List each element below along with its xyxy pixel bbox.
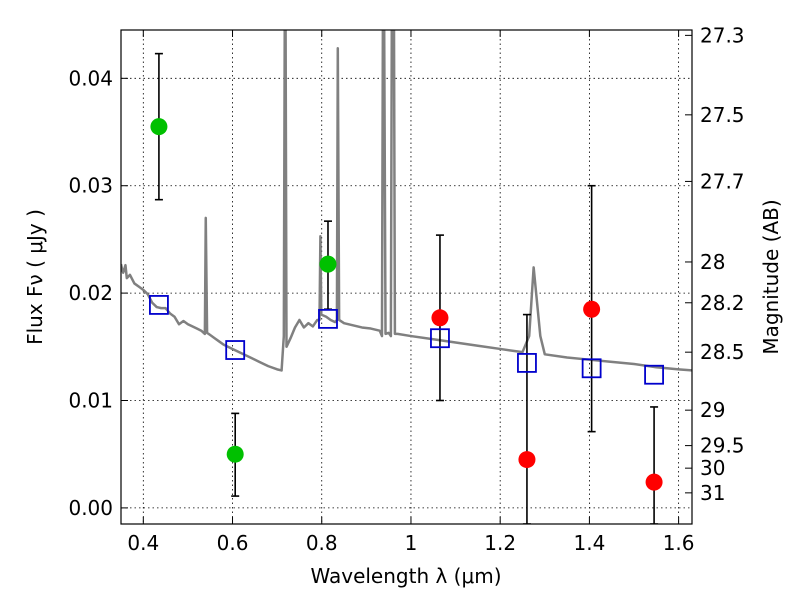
model-spectrum-line — [121, 30, 692, 372]
observed-flux-point — [431, 309, 449, 327]
x-axis-label: Wavelength λ (μm) — [310, 564, 501, 588]
model-photometry-square — [430, 328, 450, 349]
gridlines — [121, 30, 692, 524]
x-tick-label: 0.6 — [217, 531, 249, 555]
axes: 0.4 0.6 0.8 1 1.2 1.4 1.6 0.00 0.01 0.02 0.03 0.04 2… — [68, 23, 744, 555]
x-tick-label: 1 — [405, 531, 418, 555]
plot-area — [121, 30, 692, 524]
y-axis-label: Flux Fν ( μJy ) — [23, 209, 47, 345]
y-tick-label: 0.04 — [68, 66, 113, 90]
observed-flux-point — [518, 451, 536, 469]
model-photometry-square — [225, 340, 246, 360]
model-photometry-square — [517, 353, 537, 373]
observed-flux-point — [226, 445, 244, 463]
right-tick-label: 27.3 — [700, 23, 745, 47]
model-photometry-square — [644, 364, 664, 385]
observed-flux-point — [150, 118, 168, 136]
y-tick-label: 0.01 — [68, 389, 113, 413]
right-tick-label: 31 — [700, 481, 725, 505]
model-photometry-square — [149, 295, 169, 315]
x-tick-label: 1.6 — [663, 531, 695, 555]
right-tick-label: 29 — [700, 398, 725, 422]
right-tick-label: 30 — [700, 456, 725, 480]
right-tick-label: 29.5 — [700, 434, 745, 458]
right-tick-label: 27.7 — [700, 169, 745, 193]
plot-frame — [120, 29, 693, 525]
x-tick-label: 0.8 — [306, 531, 338, 555]
right-tick-label: 28.5 — [700, 340, 745, 364]
right-tick-label: 28.2 — [700, 291, 745, 315]
x-tick-label: 1.4 — [573, 531, 605, 555]
x-tick-label: 0.4 — [127, 531, 159, 555]
observed-flux-point — [583, 300, 601, 318]
y-axis-right-label: Magnitude (AB) — [759, 199, 783, 354]
right-tick-label: 28 — [700, 250, 725, 274]
right-tick-label: 27.5 — [700, 103, 745, 127]
y-tick-label: 0.00 — [68, 496, 113, 520]
x-tick-label: 1.2 — [484, 531, 516, 555]
observed-flux-point — [645, 473, 663, 491]
observed-flux-point — [319, 255, 337, 273]
model-photometry-square — [318, 308, 338, 329]
y-tick-label: 0.03 — [68, 174, 113, 198]
model-photometry-square — [581, 358, 602, 379]
y-tick-label: 0.02 — [68, 281, 113, 305]
